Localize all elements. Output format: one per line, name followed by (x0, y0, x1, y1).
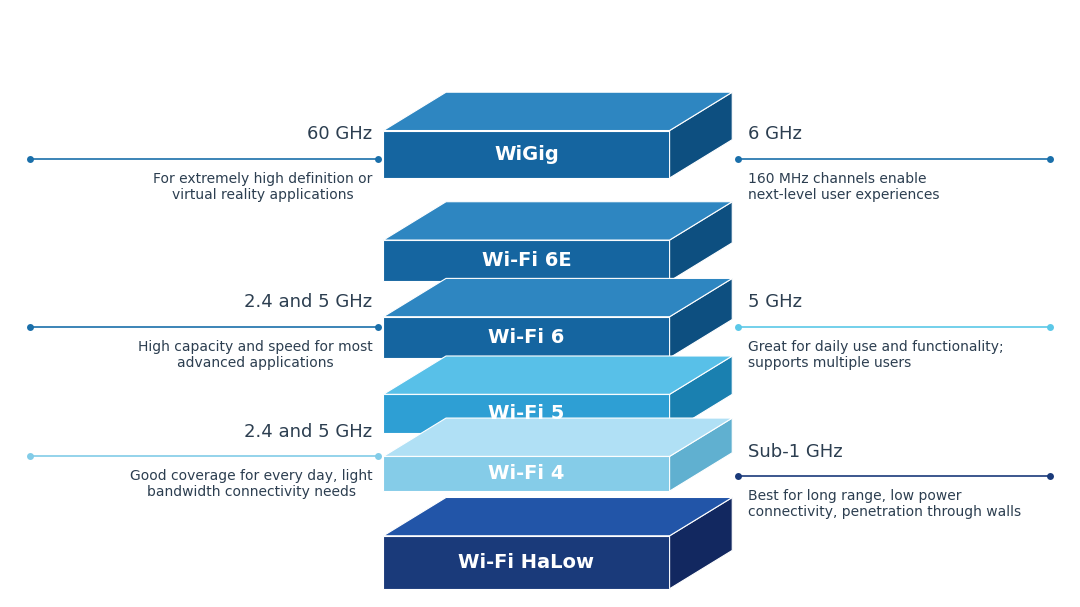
Polygon shape (670, 356, 732, 433)
Polygon shape (383, 240, 670, 281)
Text: 2.4 and 5 GHz: 2.4 and 5 GHz (244, 423, 373, 441)
Text: Great for daily use and functionality;
supports multiple users: Great for daily use and functionality; s… (748, 339, 1004, 370)
Text: Wi-Fi 5: Wi-Fi 5 (488, 404, 565, 423)
Text: 60 GHz: 60 GHz (308, 125, 373, 143)
Text: 6 GHz: 6 GHz (748, 125, 802, 143)
Text: Wi-Fi 4: Wi-Fi 4 (488, 464, 565, 483)
Text: Wi-Fi 6: Wi-Fi 6 (488, 328, 565, 347)
Text: Best for long range, low power
connectivity, penetration through walls: Best for long range, low power connectiv… (748, 489, 1022, 520)
Text: Wi-Fi 6E: Wi-Fi 6E (482, 251, 571, 270)
Text: For extremely high definition or
virtual reality applications: For extremely high definition or virtual… (153, 172, 373, 202)
Polygon shape (383, 456, 670, 491)
Polygon shape (383, 202, 732, 240)
Polygon shape (383, 317, 670, 358)
Text: Wi-Fi HaLow: Wi-Fi HaLow (459, 553, 594, 572)
Text: High capacity and speed for most
advanced applications: High capacity and speed for most advance… (138, 339, 373, 370)
Polygon shape (670, 498, 732, 589)
Polygon shape (383, 395, 670, 433)
Polygon shape (383, 498, 732, 536)
Text: 160 MHz channels enable
next-level user experiences: 160 MHz channels enable next-level user … (748, 172, 940, 202)
Polygon shape (670, 202, 732, 281)
Polygon shape (670, 279, 732, 358)
Polygon shape (670, 92, 732, 178)
Polygon shape (383, 92, 732, 131)
Polygon shape (383, 131, 670, 178)
Text: Sub-1 GHz: Sub-1 GHz (748, 443, 843, 461)
Polygon shape (383, 279, 732, 317)
Polygon shape (383, 536, 670, 589)
Text: 5 GHz: 5 GHz (748, 293, 802, 311)
Polygon shape (383, 418, 732, 456)
Text: WiGig: WiGig (495, 144, 558, 164)
Polygon shape (383, 356, 732, 395)
Text: 2.4 and 5 GHz: 2.4 and 5 GHz (244, 293, 373, 311)
Text: Good coverage for every day, light
bandwidth connectivity needs: Good coverage for every day, light bandw… (130, 469, 373, 500)
Polygon shape (670, 418, 732, 491)
